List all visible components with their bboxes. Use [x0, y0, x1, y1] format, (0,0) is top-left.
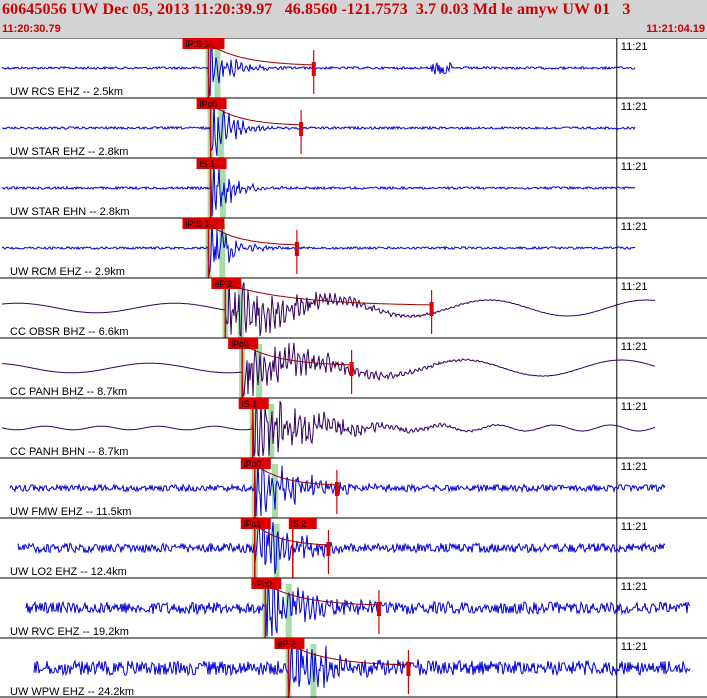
- channel-label: UW RVC EHZ -- 19.2km: [10, 626, 129, 638]
- minute-tick-label: 11:21: [621, 41, 648, 53]
- pick-label-box: [238, 398, 269, 409]
- minute-tick-label: 11:21: [621, 221, 648, 233]
- coda-decay-curve: [210, 103, 301, 126]
- pick-label: iP:S 1: [185, 219, 209, 229]
- pick-label: iPc0: [254, 579, 272, 589]
- waveform-trace: [1, 342, 656, 398]
- coda-marker: [326, 542, 331, 556]
- pick-window: [218, 104, 225, 158]
- channel-label: UW RCS EHZ -- 2.5km: [10, 86, 123, 98]
- coda-decay-curve: [288, 643, 407, 666]
- pick-label-box: [240, 518, 271, 529]
- coda-marker: [299, 122, 304, 136]
- pick-window: [271, 464, 278, 518]
- window-end-time: 11:21:04.19: [646, 23, 705, 35]
- pick-label-box: [196, 98, 227, 109]
- pick-label: iP:S 1: [185, 39, 209, 49]
- waveform-trace: [1, 99, 636, 157]
- pick-label-box: [288, 518, 317, 529]
- waveform-trace: [25, 579, 691, 637]
- coda-decay-curve: [208, 43, 313, 66]
- coda-marker: [349, 362, 354, 376]
- event-title: 60645056 UW Dec 05, 2013 11:20:39.97 46.…: [2, 1, 631, 18]
- channel-label: UW LO2 EHZ -- 12.4km: [10, 566, 127, 578]
- channel-label: UW STAR EHZ -- 2.8km: [10, 146, 128, 158]
- pick-label-box: [274, 638, 305, 649]
- coda-marker: [294, 242, 299, 256]
- waveform-trace: [1, 399, 656, 458]
- channel-label: CC OBSR BHZ -- 6.6km: [10, 326, 129, 338]
- pick-window: [285, 584, 292, 638]
- pick-label: iPc1: [244, 519, 262, 529]
- channel-label: UW RCM EHZ -- 2.9km: [10, 266, 125, 278]
- pick-label: iPc0: [200, 99, 218, 109]
- coda-marker: [376, 602, 381, 616]
- channel-label: UW FMW EHZ -- 11.5km: [10, 506, 131, 518]
- minute-tick-label: 11:21: [621, 581, 648, 593]
- coda-decay-curve: [265, 583, 378, 606]
- pick-label-box: [182, 38, 225, 49]
- coda-decay-curve: [254, 463, 337, 486]
- seismogram-panel: 11:21 iP:S 1 UW RCS EHZ -- 2.5km 11:21 iPc0 U…: [0, 38, 707, 698]
- pick-label: iPc0: [244, 459, 262, 469]
- pick-label-box: [196, 158, 227, 169]
- pick-label: eP 2: [277, 639, 295, 649]
- waveform-trace: [1, 159, 636, 217]
- pick-label: iS 1: [200, 159, 216, 169]
- minute-tick-label: 11:21: [621, 101, 648, 113]
- pick-label: iS 2: [291, 519, 307, 529]
- waveform-trace: [17, 518, 666, 574]
- waveform-trace: [1, 219, 636, 277]
- channel-label: CC PANH BHZ -- 8.7km: [10, 386, 127, 398]
- channel-label: UW STAR EHN -- 2.8km: [10, 206, 130, 218]
- pick-label-box: [228, 338, 259, 349]
- minute-tick-label: 11:21: [621, 281, 648, 293]
- event-header: 60645056 UW Dec 05, 2013 11:20:39.97 46.…: [0, 0, 707, 38]
- coda-marker: [429, 302, 434, 316]
- pick-window: [237, 284, 244, 338]
- pick-label: eP 2: [214, 279, 232, 289]
- pick-label: iPc0: [231, 339, 249, 349]
- coda-decay-curve: [241, 343, 351, 366]
- channel-label: UW WPW EHZ -- 24.2km: [10, 686, 134, 698]
- pick-window: [219, 164, 226, 218]
- waveform-trace: [33, 639, 691, 697]
- waveform-trace: [1, 280, 656, 338]
- pick-label-box: [182, 218, 225, 229]
- coda-marker: [334, 482, 339, 496]
- minute-tick-label: 11:21: [621, 461, 648, 473]
- minute-tick-label: 11:21: [621, 401, 648, 413]
- pick-label-box: [251, 578, 282, 589]
- channel-label: CC PANH BHN -- 8.7km: [10, 446, 128, 458]
- coda-decay-curve: [225, 283, 432, 306]
- pick-label-box: [211, 278, 242, 289]
- pick-label: iS 1: [242, 399, 258, 409]
- pick-window: [268, 404, 275, 458]
- coda-decay-curve: [254, 523, 327, 546]
- pick-window: [219, 224, 226, 278]
- coda-marker: [311, 62, 316, 76]
- minute-tick-label: 11:21: [621, 161, 648, 173]
- pick-label-box: [240, 458, 271, 469]
- waveform-trace: [1, 44, 636, 97]
- coda-marker: [406, 662, 411, 676]
- minute-tick-label: 11:21: [621, 521, 648, 533]
- coda-decay-curve: [208, 223, 297, 246]
- minute-tick-label: 11:21: [621, 341, 648, 353]
- minute-tick-label: 11:21: [621, 641, 648, 653]
- window-start-time: 11:20:30.79: [2, 23, 61, 35]
